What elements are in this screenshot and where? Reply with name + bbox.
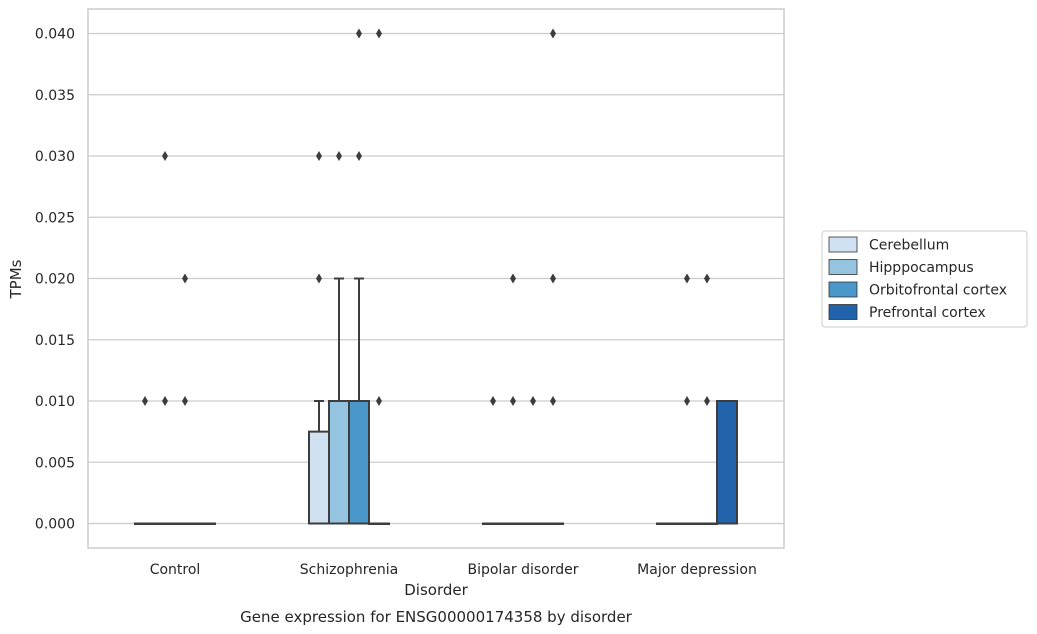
outlier-point xyxy=(316,151,322,161)
plot-frame xyxy=(87,8,785,549)
box-group xyxy=(542,28,564,525)
x-tick-label: Major depression xyxy=(637,562,757,578)
box-group xyxy=(134,396,156,525)
legend-label: Cerebellum xyxy=(869,238,949,254)
legend-label: Prefrontal cortex xyxy=(869,305,986,321)
box-group xyxy=(522,396,544,525)
outlier-point xyxy=(684,396,690,406)
x-tick-label: Bipolar disorder xyxy=(467,562,578,578)
outlier-point xyxy=(182,396,188,406)
y-tick-labels: 0.000 0.005 0.010 0.015 0.020 0.025 0.030 0.035… xyxy=(35,27,75,533)
y-tick-label: 0.005 xyxy=(35,455,75,471)
x-tick-labels: Control Schizophrenia Bipolar disorder Majo… xyxy=(150,562,757,578)
outlier-point xyxy=(550,273,556,284)
box-group xyxy=(676,273,698,525)
legend-swatch xyxy=(828,236,858,253)
box-group xyxy=(174,273,196,525)
y-tick-label: 0.040 xyxy=(35,27,75,43)
x-tick-label: Control xyxy=(150,562,201,578)
legend-swatch xyxy=(828,304,858,320)
box-group xyxy=(194,522,216,525)
box-group xyxy=(368,28,390,525)
boxes xyxy=(134,28,738,525)
legend-label: Hipppocampus xyxy=(869,260,974,276)
y-tick-label: 0.035 xyxy=(35,88,75,104)
box xyxy=(328,400,350,525)
outlier-point xyxy=(510,273,516,284)
outlier-point xyxy=(142,396,148,406)
outlier-point xyxy=(704,396,710,406)
box-group xyxy=(502,273,524,525)
chart-caption: Gene expression for ENSG00000174358 by d… xyxy=(240,608,633,626)
outlier-point xyxy=(162,151,168,161)
outlier-point xyxy=(550,28,556,39)
y-tick-label: 0.030 xyxy=(35,149,75,165)
box xyxy=(716,400,738,525)
box xyxy=(308,430,330,525)
outlier-point xyxy=(316,273,322,284)
y-tick-label: 0.025 xyxy=(35,210,75,226)
legend: Cerebellum Hipppocampus Orbitofrontal cort… xyxy=(821,230,1028,328)
x-axis-title: Disorder xyxy=(404,581,468,599)
y-axis-title: TPMs xyxy=(7,259,25,299)
outlier-point xyxy=(704,273,710,284)
outlier-point xyxy=(162,396,168,406)
y-tick-label: 0.000 xyxy=(35,517,75,533)
outlier-point xyxy=(376,28,382,39)
box-group xyxy=(482,396,504,525)
outlier-point xyxy=(336,151,342,161)
outlier-point xyxy=(530,396,536,406)
outlier-point xyxy=(182,273,188,284)
x-tick-label: Schizophrenia xyxy=(300,562,398,578)
box xyxy=(348,400,370,525)
legend-frame xyxy=(821,230,1028,328)
legend-label: Orbitofrontal cortex xyxy=(869,283,1007,299)
box-group xyxy=(656,522,678,525)
box-group xyxy=(348,28,370,525)
box-group xyxy=(328,151,350,525)
grid-lines xyxy=(88,32,784,525)
outlier-point xyxy=(356,151,362,161)
outlier-point xyxy=(376,396,382,406)
legend-swatch xyxy=(828,281,858,298)
outlier-point xyxy=(684,273,690,284)
box-group xyxy=(716,400,738,525)
box-group xyxy=(308,151,330,525)
y-tick-label: 0.020 xyxy=(35,272,75,288)
outlier-point xyxy=(550,396,556,406)
outlier-point xyxy=(356,28,362,39)
outlier-point xyxy=(490,396,496,406)
legend-swatch xyxy=(828,259,858,275)
y-tick-label: 0.015 xyxy=(35,333,75,349)
box-group xyxy=(696,273,718,525)
box-group xyxy=(154,151,176,525)
outlier-point xyxy=(510,396,516,406)
y-tick-label: 0.010 xyxy=(35,394,75,410)
